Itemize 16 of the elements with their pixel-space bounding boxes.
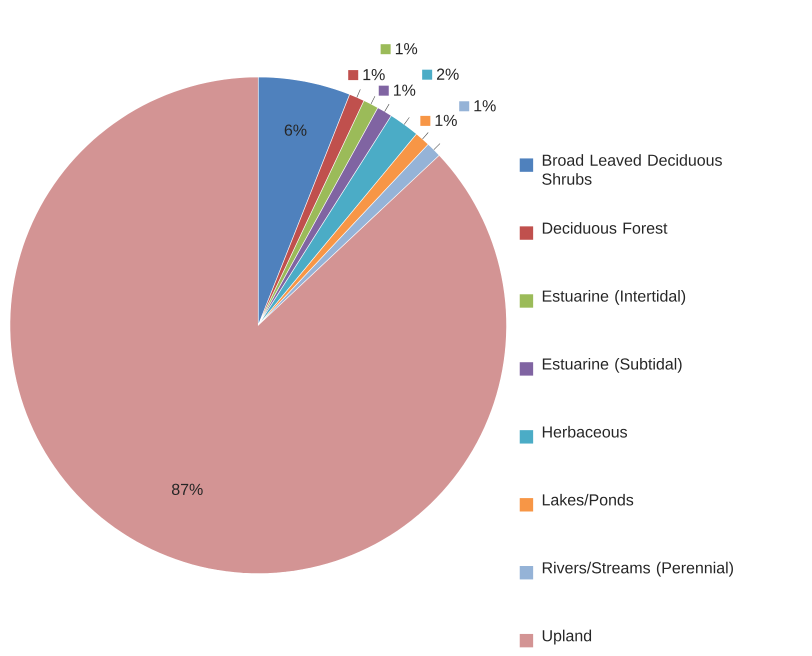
data-label: 2% [436,68,459,80]
data-label: 1% [363,69,385,80]
data-label: 1% [474,100,496,112]
legend-label: Deciduous Forest [542,222,668,234]
data-label: 87% [172,484,203,496]
data-label: 1% [436,115,457,126]
data-label: 1% [394,84,416,96]
data-label: 1% [396,43,418,55]
legend-label: Lakes/Ponds [542,494,634,506]
legend-label: Estuarine (Intertidal) [542,290,686,306]
data-label: 6% [284,124,306,136]
legend-label: Broad Leaved Deciduous Shrubs [542,154,722,186]
legend-label: Herbaceous [542,426,627,438]
legend-label: Upland [542,630,592,645]
legend-label: Estuarine (Subtidal) [542,358,682,374]
legend-label: Rivers/Streams (Perennial) [542,562,733,577]
